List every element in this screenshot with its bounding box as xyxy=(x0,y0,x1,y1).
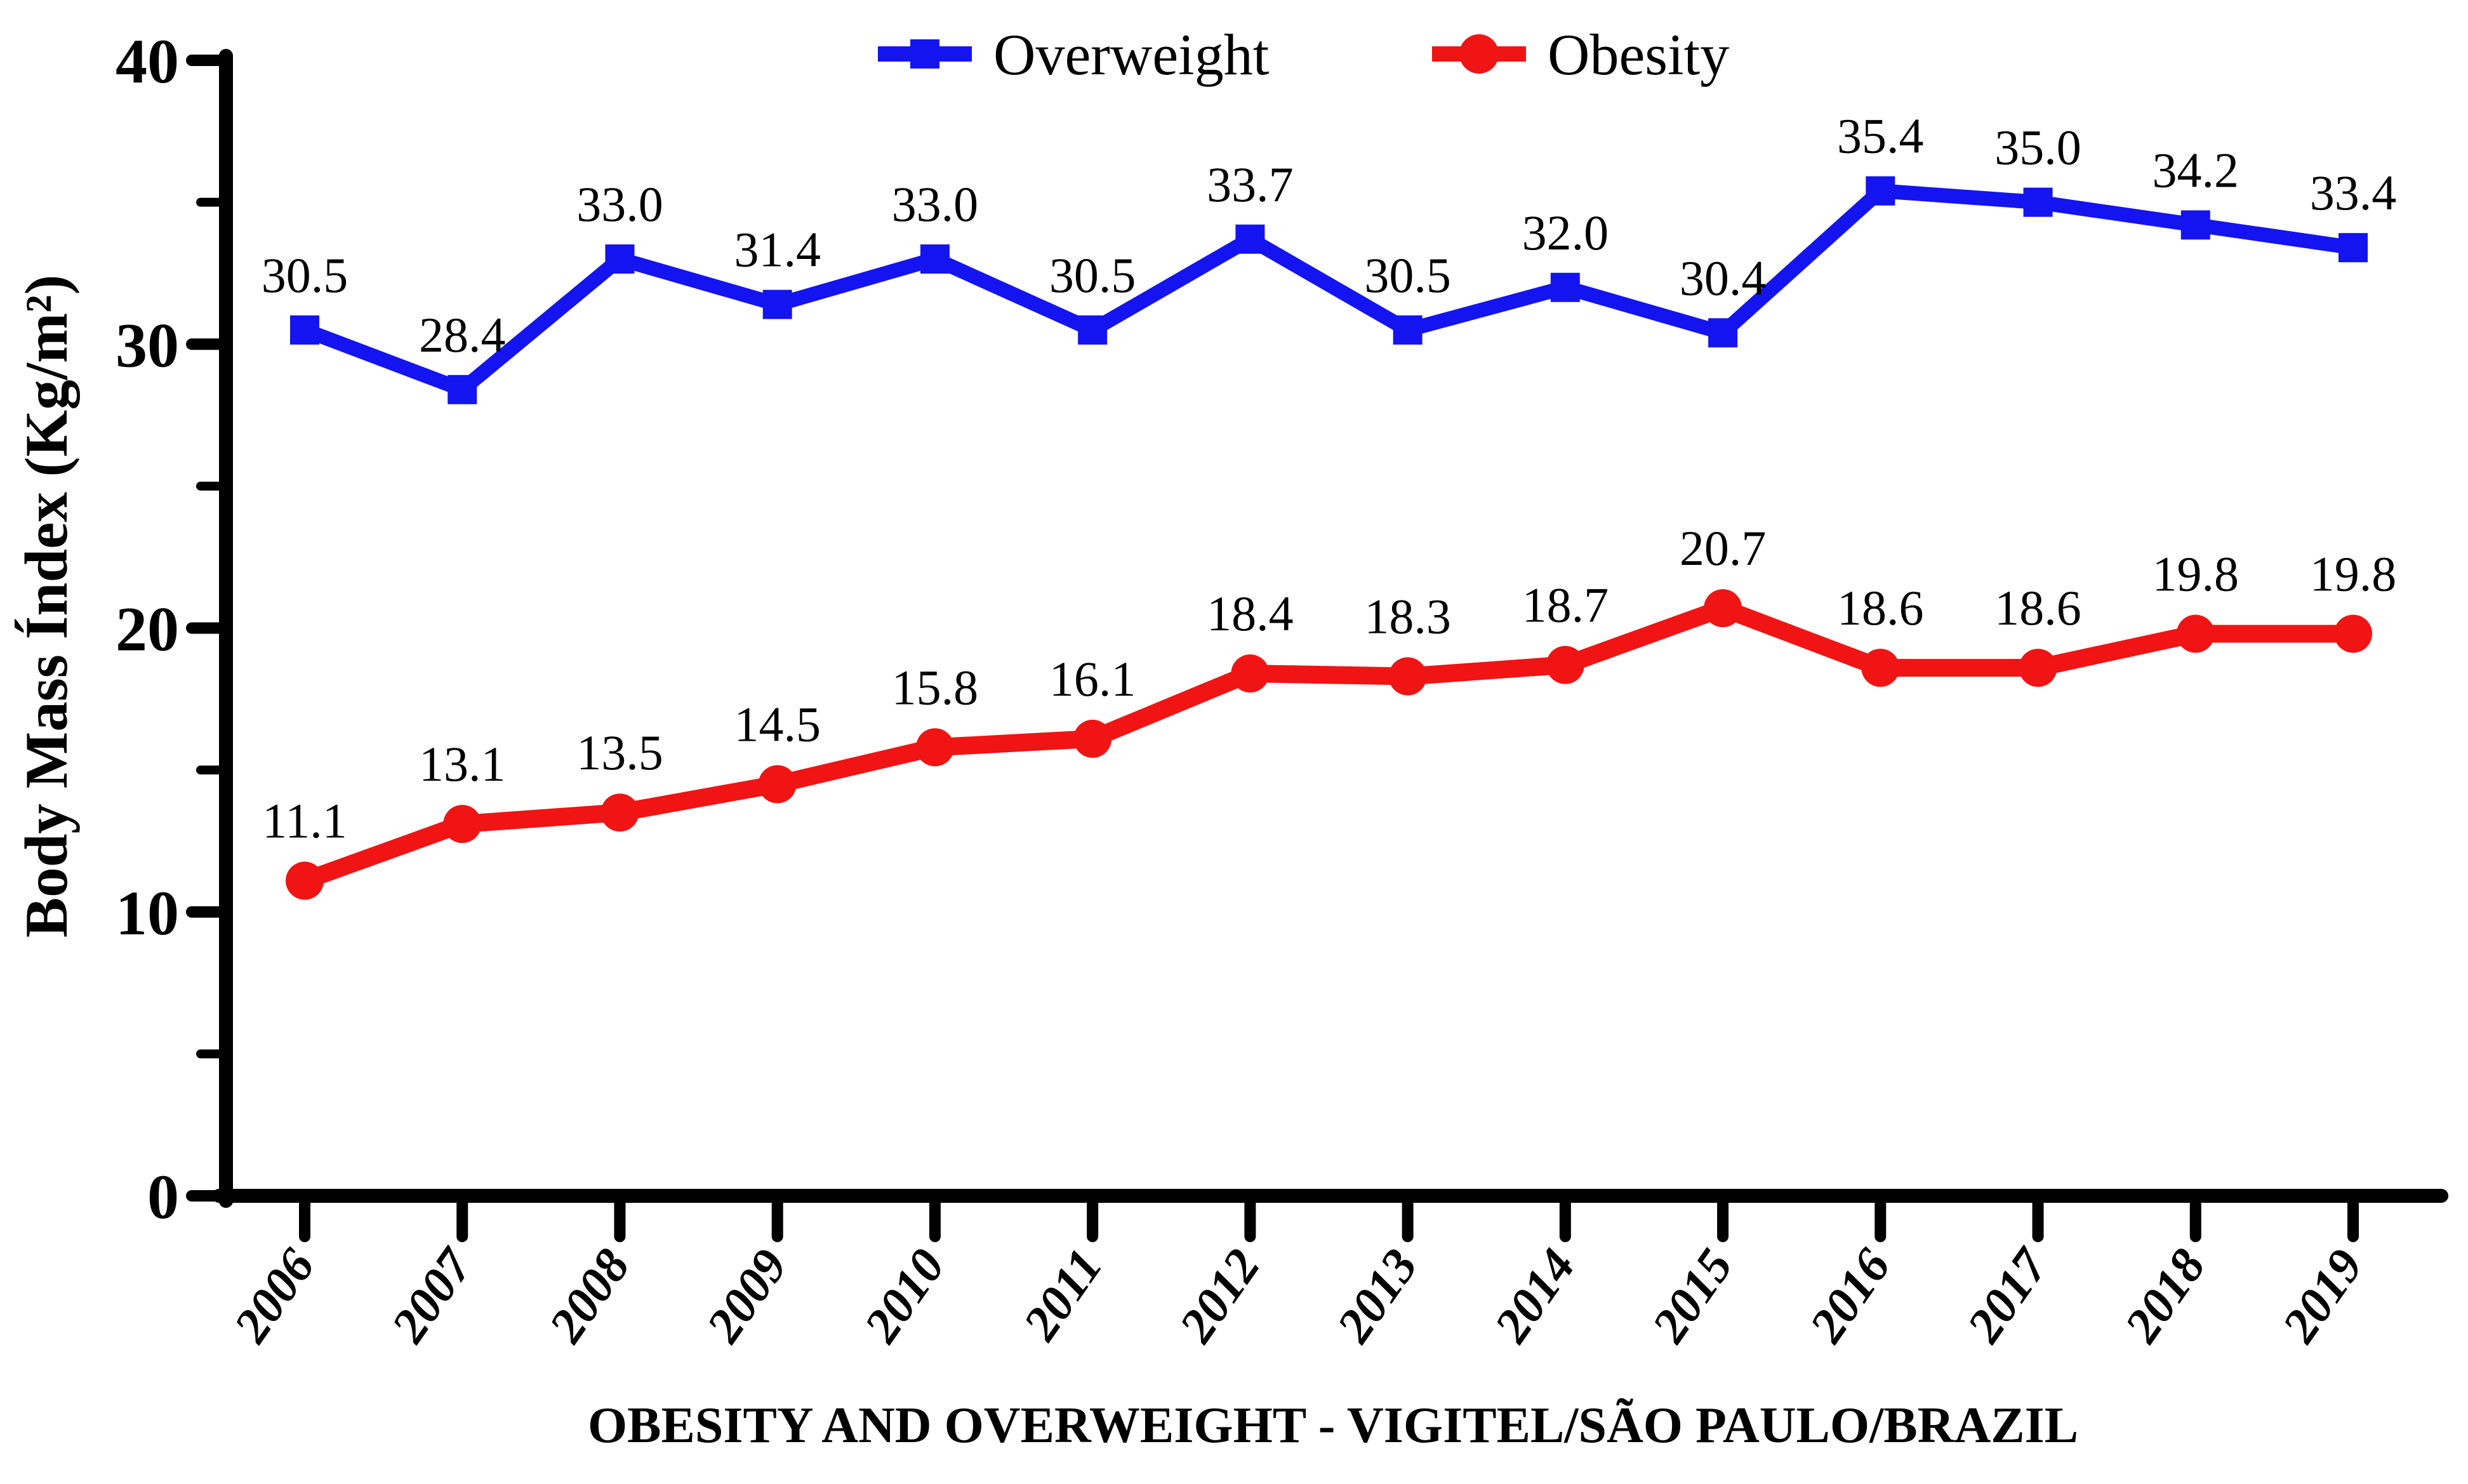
y-tick-label: 0 xyxy=(147,1162,179,1232)
obesity-data-label: 18.3 xyxy=(1364,589,1451,644)
obesity-data-label: 18.7 xyxy=(1522,578,1609,633)
plot-area: 30.5 28.4 33.0 31.4 33.0 30.5 33.7 30.5 32.0 30.4… xyxy=(262,109,2397,900)
overweight-data-label: 30.5 xyxy=(1364,248,1451,303)
overweight-data-label: 32.0 xyxy=(1522,205,1609,260)
x-tick-label: 2010 xyxy=(853,1239,955,1353)
x-tick-label: 2015 xyxy=(1641,1239,1743,1353)
overweight-marker xyxy=(920,244,950,274)
x-tick-label: 2018 xyxy=(2113,1239,2215,1353)
obesity-data-label: 11.1 xyxy=(262,793,347,849)
overweight-marker xyxy=(2339,233,2368,263)
overweight-marker xyxy=(1393,315,1423,345)
obesity-data-label: 15.8 xyxy=(892,659,979,715)
x-tick-label: 2006 xyxy=(223,1239,325,1353)
x-tick-label: 2007 xyxy=(380,1237,484,1352)
x-tick-label: 2019 xyxy=(2271,1239,2373,1353)
y-tick-label: 20 xyxy=(116,594,179,665)
obesity-data-label: 13.1 xyxy=(419,736,506,792)
overweight-marker xyxy=(1235,224,1265,254)
overweight-data-label: 35.0 xyxy=(1994,120,2081,175)
obesity-marker xyxy=(1388,657,1427,696)
overweight-data-label: 34.2 xyxy=(2153,142,2239,197)
obesity-marker xyxy=(758,765,797,804)
obesity-marker xyxy=(1861,649,1900,687)
overweight-data-label: 33.4 xyxy=(2310,165,2397,220)
obesity-marker xyxy=(2176,614,2215,653)
overweight-data-label: 33.0 xyxy=(892,176,979,232)
obesity-marker xyxy=(443,805,482,844)
y-tick-label: 30 xyxy=(116,310,179,380)
y-tick-label: 40 xyxy=(116,26,179,96)
obesity-data-label: 18.6 xyxy=(1837,580,1924,635)
obesity-legend-marker-icon xyxy=(1459,34,1499,74)
overweight-legend-marker-icon xyxy=(910,39,939,69)
x-tick-label: 2009 xyxy=(695,1239,797,1353)
obesity-marker xyxy=(1073,719,1112,758)
x-axis-title: OBESITY AND OVERWEIGHT - VIGITEL/SÃO PAU… xyxy=(588,1398,2078,1454)
y-tick-label: 10 xyxy=(116,878,179,948)
obesity-data-label: 16.1 xyxy=(1049,651,1136,706)
obesity-marker xyxy=(915,728,954,767)
obesity-marker xyxy=(2019,649,2057,687)
overweight-data-label: 33.7 xyxy=(1207,157,1294,212)
legend-item-obesity: Obesity xyxy=(1432,22,1729,87)
obesity-marker xyxy=(286,861,324,900)
obesity-data-label: 19.8 xyxy=(2153,546,2239,601)
x-tick-label: 2011 xyxy=(1012,1239,1113,1350)
x-tick-label: 2008 xyxy=(538,1239,640,1353)
obesity-data-label: 14.5 xyxy=(734,696,821,752)
overweight-legend-label: Overweight xyxy=(993,22,1270,87)
y-axis-title: Body Mass Índex (Kg/m²) xyxy=(13,275,80,938)
overweight-marker xyxy=(2180,210,2210,240)
overweight-marker xyxy=(1708,318,1738,348)
obesity-data-label: 19.8 xyxy=(2310,546,2397,601)
overweight-data-label: 30.4 xyxy=(1680,250,1767,305)
obesity-series-line xyxy=(302,599,2353,889)
x-tick-label: 2012 xyxy=(1168,1239,1270,1353)
x-tick-label: 2017 xyxy=(1956,1237,2059,1352)
obesity-data-label: 13.5 xyxy=(576,725,663,780)
x-tick-label: 2014 xyxy=(1483,1239,1585,1353)
overweight-data-label: 35.4 xyxy=(1837,109,1924,164)
overweight-marker xyxy=(448,374,477,404)
obesity-data-label: 18.6 xyxy=(1994,580,2081,635)
overweight-data-label: 30.5 xyxy=(262,248,348,303)
overweight-data-label: 33.0 xyxy=(576,176,663,232)
obesity-data-label: 18.4 xyxy=(1207,586,1294,641)
legend-item-overweight: Overweight xyxy=(878,22,1270,87)
obesity-data-label: 20.7 xyxy=(1680,520,1767,576)
overweight-data-label: 31.4 xyxy=(734,222,821,277)
obesity-marker xyxy=(600,793,639,832)
overweight-data-label: 28.4 xyxy=(419,307,506,362)
x-tick-label: 2013 xyxy=(1325,1239,1428,1353)
overweight-marker xyxy=(605,244,635,274)
overweight-marker xyxy=(762,289,792,319)
overweight-marker xyxy=(1550,272,1580,302)
overweight-data-label: 30.5 xyxy=(1049,248,1136,303)
obesity-marker xyxy=(2334,614,2372,653)
x-tick-label: 2016 xyxy=(1798,1239,1901,1353)
obesity-marker xyxy=(1704,589,1742,628)
overweight-marker xyxy=(290,315,319,345)
overweight-series-line xyxy=(302,183,2354,398)
obesity-marker xyxy=(1546,646,1584,684)
overweight-marker xyxy=(1866,176,1895,206)
legend: Overweight Obesity xyxy=(878,22,1729,87)
overweight-marker xyxy=(1078,315,1108,345)
obesity-legend-label: Obesity xyxy=(1548,22,1729,87)
overweight-marker xyxy=(2023,187,2053,217)
obesity-marker xyxy=(1231,654,1270,693)
